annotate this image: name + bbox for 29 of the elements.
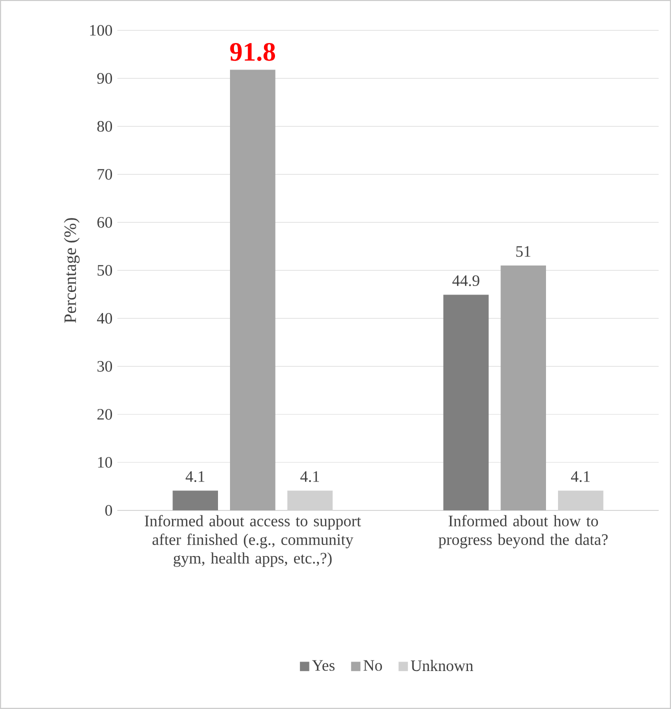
bar xyxy=(230,70,276,510)
data-label: 4.1 xyxy=(300,471,320,482)
bar xyxy=(558,490,604,510)
data-label: 4.1 xyxy=(186,471,204,482)
bar xyxy=(500,266,546,510)
y-tick-label: 10 xyxy=(98,456,112,468)
annotation: 91.8 xyxy=(230,42,276,61)
y-tick-label: 30 xyxy=(97,360,112,372)
y-tick-label: 70 xyxy=(98,168,112,180)
legend-label: Unknown xyxy=(410,660,474,672)
y-tick-label: 90 xyxy=(97,72,112,84)
y-axis-title: Percentage (%) xyxy=(64,218,80,323)
data-label: 51 xyxy=(516,246,530,257)
legend-label: Yes xyxy=(312,660,335,671)
y-tick-label: 40 xyxy=(97,312,112,324)
data-label: 4.1 xyxy=(571,471,590,482)
y-tick-label: 80 xyxy=(97,120,112,132)
y-tick-label: 0 xyxy=(105,504,112,516)
y-tick-label: 100 xyxy=(90,24,112,36)
y-tick-label: 50 xyxy=(98,264,112,276)
y-tick-label: 60 xyxy=(97,216,112,228)
data-label: 44.9 xyxy=(452,275,480,286)
legend-label: No xyxy=(364,660,382,671)
y-tick-label: 20 xyxy=(97,408,112,420)
x-tick-label: Informed about access to support after finished (e.g., community gym, health apps, etc.,?) xyxy=(144,515,362,567)
bar xyxy=(287,490,333,510)
bar xyxy=(172,490,218,510)
bar xyxy=(443,294,489,510)
x-tick-label: Informed about how to progress beyond the data? xyxy=(438,515,608,548)
